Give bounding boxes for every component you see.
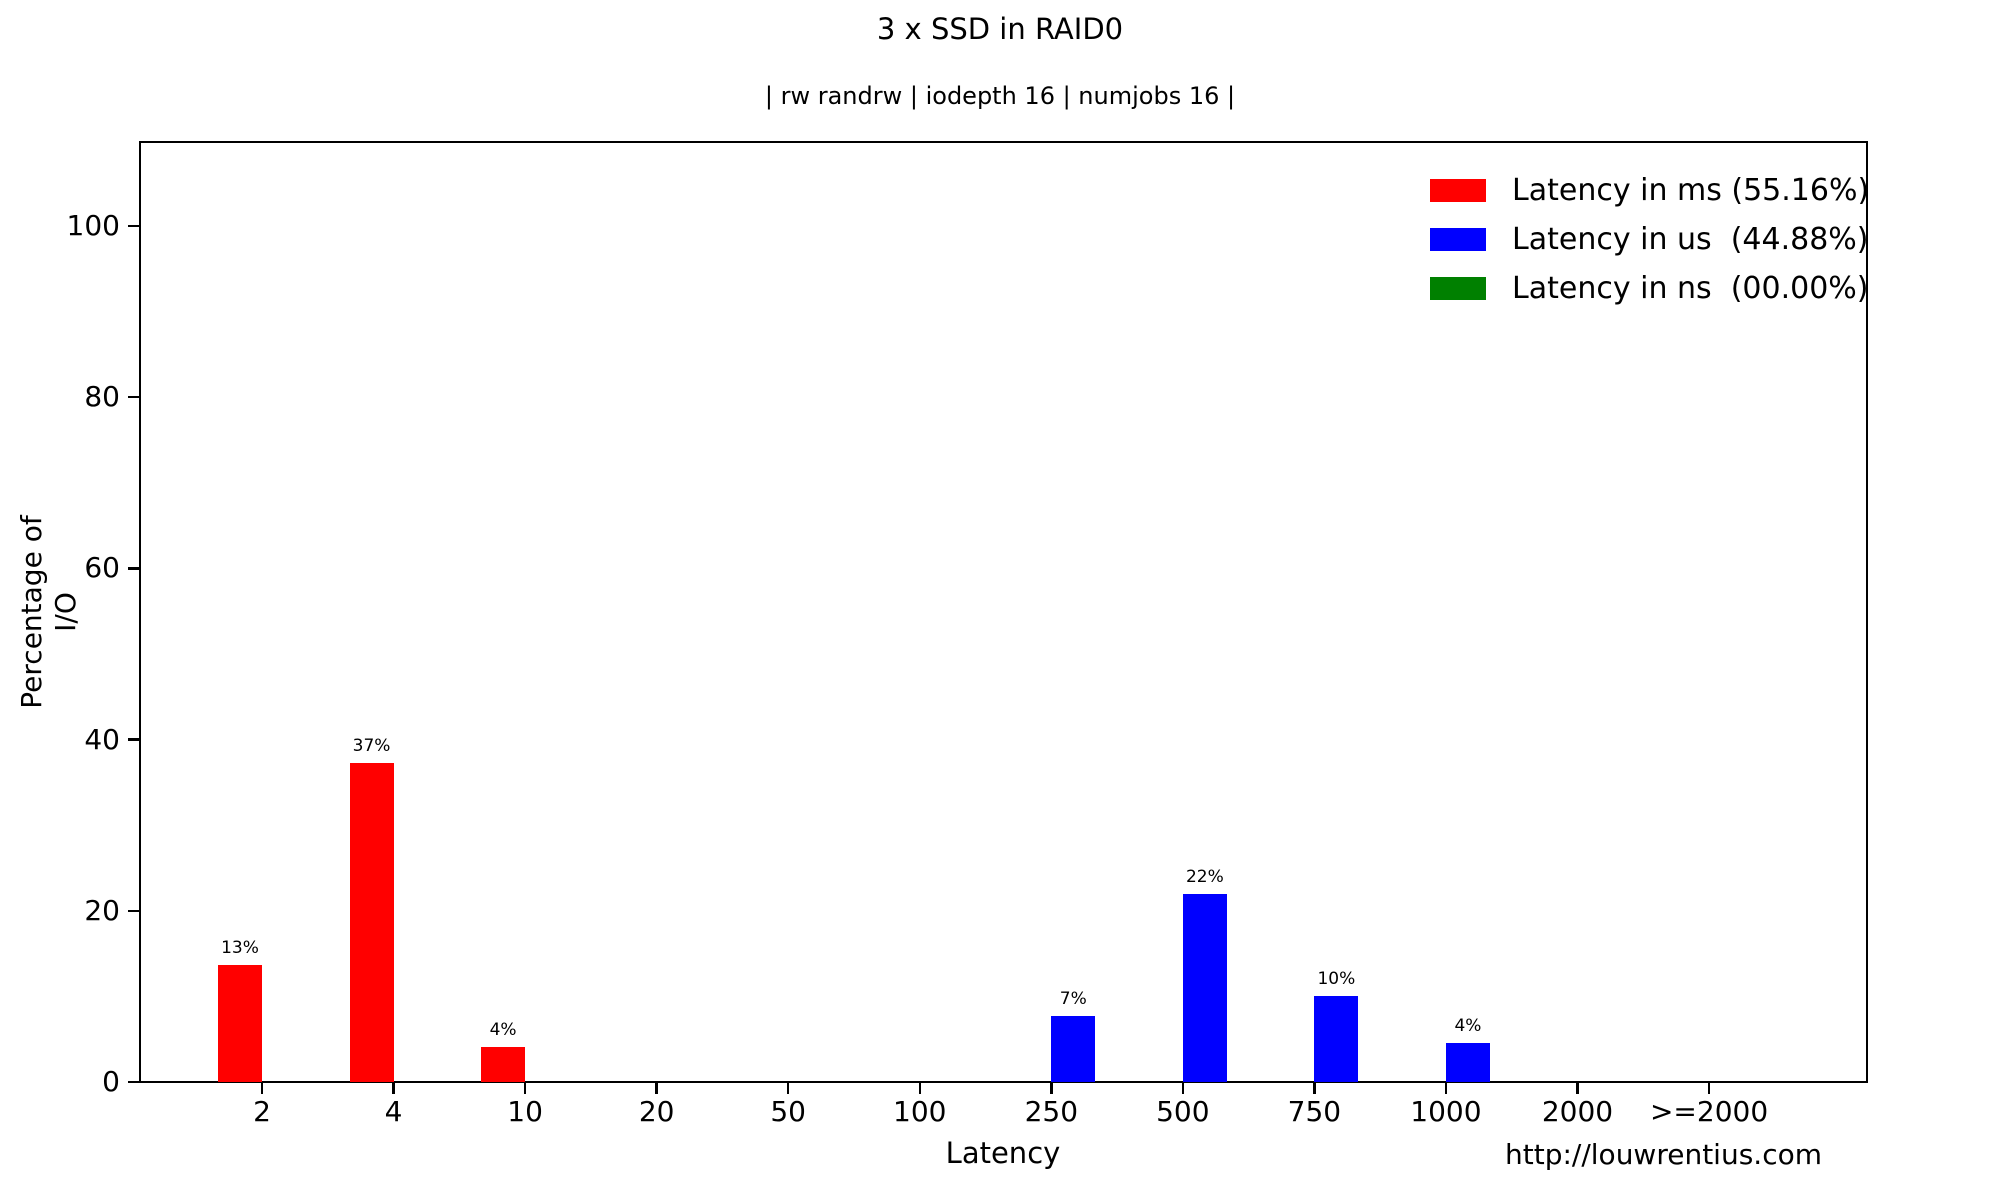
- y-tick-mark: [128, 224, 140, 228]
- x-tick-label: 10: [507, 1095, 543, 1128]
- legend-label-ms: Latency in ms (55.16%): [1512, 173, 1870, 208]
- bar-ms-10: [481, 1046, 526, 1082]
- y-tick-mark: [128, 395, 140, 399]
- legend-swatch-us: [1430, 228, 1486, 251]
- x-tick-label: >=2000: [1649, 1095, 1769, 1128]
- x-tick-mark: [1050, 1082, 1053, 1094]
- watermark-url: http://louwrentius.com: [1505, 1138, 1822, 1171]
- x-tick-mark: [1444, 1082, 1448, 1094]
- x-tick-label: 100: [893, 1095, 947, 1128]
- x-tick-label: 1000: [1410, 1095, 1482, 1128]
- y-tick-label: 40: [84, 722, 120, 756]
- chart-title: 3 x SSD in RAID0: [876, 12, 1124, 46]
- plot-border: [139, 141, 1868, 1083]
- x-tick-mark: [786, 1082, 790, 1094]
- x-tick-mark: [523, 1082, 527, 1094]
- y-tick-mark: [128, 738, 140, 741]
- x-tick-mark: [1707, 1082, 1711, 1094]
- legend-swatch-ns: [1430, 277, 1486, 300]
- x-tick-mark: [918, 1082, 921, 1094]
- x-tick-label: 20: [638, 1095, 675, 1128]
- x-tick-label: 750: [1287, 1095, 1342, 1128]
- y-axis-label: Percentage of I/O: [15, 515, 82, 709]
- x-tick-mark: [1313, 1082, 1316, 1094]
- x-tick-mark: [392, 1082, 395, 1094]
- bar-value-label: 22%: [1185, 866, 1224, 887]
- x-tick-label: 4: [384, 1095, 403, 1128]
- x-tick-label: 250: [1024, 1095, 1079, 1128]
- bar-value-label: 7%: [1059, 989, 1087, 1010]
- x-tick-mark: [1576, 1082, 1579, 1094]
- x-tick-mark: [1181, 1082, 1185, 1094]
- x-tick-mark: [655, 1082, 658, 1094]
- bar-value-label: 13%: [221, 937, 259, 958]
- bar-value-label: 37%: [352, 735, 391, 756]
- bar-us-250: [1051, 1016, 1096, 1082]
- y-tick-label: 20: [84, 893, 120, 927]
- plot-area: 0 20 40 60 80 100 2 4 10 20 50 100 250 500 750 1000 2000…: [67, 143, 1870, 1128]
- x-axis-label: Latency: [945, 1136, 1061, 1170]
- x-tick-mark: [260, 1082, 264, 1094]
- y-tick-mark: [128, 1080, 140, 1084]
- legend: Latency in ms (55.16%) Latency in us (44.…: [1430, 166, 1869, 313]
- y-tick-label: 60: [84, 551, 120, 585]
- bar-us-750: [1314, 996, 1359, 1082]
- y-tick-mark: [128, 567, 140, 570]
- bar-value-label: 4%: [1454, 1015, 1482, 1036]
- legend-row: Latency in ms (55.16%): [1430, 166, 1869, 215]
- legend-row: Latency in ns (00.00%): [1430, 264, 1869, 313]
- y-tick-mark: [128, 909, 140, 913]
- bar-us-1000: [1445, 1042, 1490, 1082]
- bar-value-label: 10%: [1317, 969, 1356, 990]
- bar-us-500: [1182, 893, 1227, 1082]
- x-tick-label: 2000: [1541, 1095, 1614, 1128]
- bar-ms-4: [349, 762, 394, 1082]
- legend-label-ns: Latency in ns (00.00%): [1512, 271, 1869, 306]
- y-tick-label: 80: [84, 380, 120, 414]
- x-tick-label: 500: [1156, 1095, 1210, 1128]
- legend-row: Latency in us (44.88%): [1430, 215, 1869, 264]
- x-tick-label: 50: [770, 1095, 806, 1128]
- y-tick-label: 0: [102, 1065, 120, 1098]
- bar-ms-2: [218, 964, 262, 1082]
- x-tick-label: 2: [253, 1095, 271, 1128]
- chart-subtitle: | rw randrw | iodepth 16 | numjobs 16 |: [764, 82, 1236, 110]
- legend-swatch-ms: [1430, 179, 1486, 202]
- bar-value-label: 4%: [489, 1019, 517, 1040]
- legend-label-us: Latency in us (44.88%): [1512, 222, 1869, 257]
- y-tick-label: 100: [66, 209, 120, 242]
